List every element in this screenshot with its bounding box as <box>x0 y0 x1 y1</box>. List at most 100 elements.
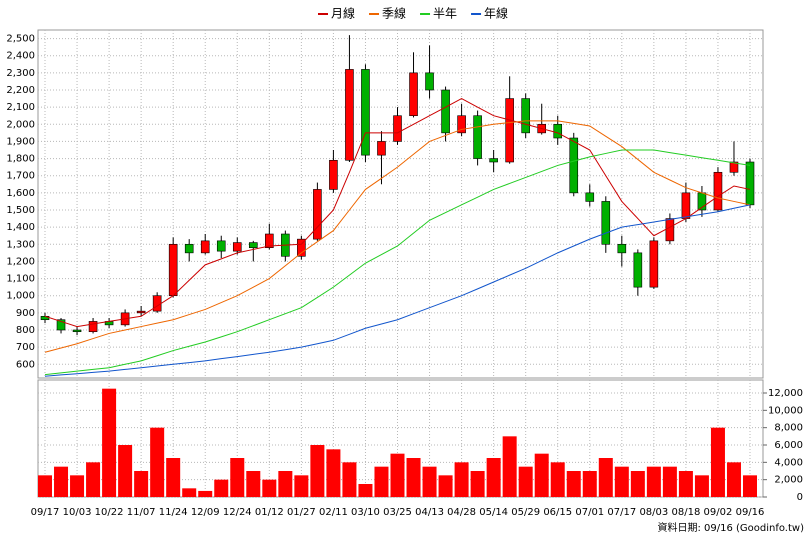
candle-body <box>649 240 659 288</box>
x-tick-label: 08/18 <box>671 507 700 518</box>
x-tick-label: 09/17 <box>31 507 60 518</box>
volume-bar <box>86 462 101 497</box>
y-tick-label: 600 <box>16 359 35 370</box>
volume-bar <box>678 471 693 497</box>
candle-body <box>457 115 466 134</box>
volume-bar <box>454 462 469 497</box>
y-tick-label: 2,100 <box>6 102 35 113</box>
candle-body <box>713 171 723 211</box>
price-pane <box>37 29 764 379</box>
volume-bar <box>374 466 389 497</box>
candle-body <box>152 295 162 312</box>
volume-bar <box>358 484 373 497</box>
candle-body <box>265 233 274 249</box>
candle-body <box>88 321 98 333</box>
x-tick-label: 01/27 <box>287 507 316 518</box>
x-tick-label: 04/28 <box>447 507 476 518</box>
volume-bar <box>726 462 741 497</box>
volume-bar <box>566 471 581 497</box>
volume-bar <box>406 458 421 497</box>
y-tick-label: 1,800 <box>6 154 35 165</box>
volume-bar <box>294 475 309 497</box>
y-tick-label: 2,500 <box>6 34 35 45</box>
candle-body <box>745 161 755 206</box>
y-tick-label: 700 <box>16 342 35 353</box>
y-tick-label: 800 <box>16 325 35 336</box>
volume-bar <box>70 475 85 497</box>
x-tick-label: 10/03 <box>63 507 92 518</box>
x-tick-label: 08/03 <box>639 507 668 518</box>
footer: 資料日期: 09/16 (Goodinfo.tw) <box>657 521 804 534</box>
x-tick-label: 11/07 <box>127 507 156 518</box>
x-tick-label: 10/22 <box>95 507 124 518</box>
candle-body <box>441 89 450 134</box>
candle-body <box>569 137 579 194</box>
candle-body <box>200 240 210 254</box>
ma-line <box>44 149 751 376</box>
x-tick-label: 11/24 <box>159 507 188 518</box>
volume-bar <box>438 475 453 497</box>
candle-body <box>345 69 354 161</box>
candle-body <box>681 192 691 219</box>
y-tick-label: 2,000 <box>6 119 35 130</box>
x-tick-label: 02/11 <box>319 507 348 518</box>
volume-bar <box>262 479 277 497</box>
volume-bar <box>230 458 245 497</box>
candle-body <box>665 218 675 242</box>
volume-bar <box>743 475 757 497</box>
candle-body <box>56 319 66 331</box>
volume-bar <box>662 466 677 497</box>
y-tick-label: 2,300 <box>6 68 35 79</box>
volume-bar <box>614 466 629 497</box>
ma-line <box>44 98 751 328</box>
volume-bar <box>38 475 52 497</box>
candle-body <box>553 123 563 139</box>
volume-bar <box>278 471 293 497</box>
y2-tick-label: 0 <box>797 492 803 503</box>
candle-body <box>473 115 482 159</box>
candle-body <box>232 242 242 252</box>
volume-bar <box>390 453 405 497</box>
candle-body <box>601 201 611 245</box>
volume-bar <box>150 427 165 497</box>
ma-line <box>44 204 751 377</box>
candle-body <box>617 243 627 254</box>
volume-bar <box>502 436 517 497</box>
volume-bar <box>118 445 133 497</box>
volume-bar <box>182 488 197 497</box>
y2-tick-label: 6,000 <box>774 440 803 451</box>
volume-bar <box>630 471 645 497</box>
candle-body <box>377 141 386 156</box>
y-tick-label: 1,900 <box>6 136 35 147</box>
x-tick-label: 03/10 <box>351 507 380 518</box>
candle-body <box>633 252 643 288</box>
y-tick-label: 2,400 <box>6 51 35 62</box>
x-tick-label: 09/02 <box>704 507 733 518</box>
candle-body <box>729 161 739 173</box>
candle-body <box>489 158 498 163</box>
volume-bar <box>214 479 229 497</box>
y-tick-label: 900 <box>16 308 35 319</box>
x-tick-label: 07/17 <box>607 507 636 518</box>
x-tick-label: 12/24 <box>223 507 252 518</box>
candle-body <box>521 98 530 134</box>
legend-label: 月線 <box>331 6 355 21</box>
volume-bar <box>646 466 661 497</box>
x-tick-label: 07/01 <box>575 507 604 518</box>
candle-body <box>393 115 402 142</box>
y-tick-label: 1,600 <box>6 188 35 199</box>
y2-tick-label: 12,000 <box>768 388 803 399</box>
candle-body <box>248 242 258 249</box>
volume-bar <box>710 427 725 497</box>
x-tick-label: 06/15 <box>543 507 572 518</box>
volume-bar <box>166 458 181 497</box>
candle-body <box>505 98 514 163</box>
x-tick-label: 01/12 <box>255 507 284 518</box>
candle-body <box>184 243 194 254</box>
x-tick-label: 03/25 <box>383 507 412 518</box>
volume-bar <box>486 458 501 497</box>
y-tick-label: 1,700 <box>6 171 35 182</box>
y-tick-label: 2,200 <box>6 85 35 96</box>
x-tick-label: 09/16 <box>736 507 765 518</box>
